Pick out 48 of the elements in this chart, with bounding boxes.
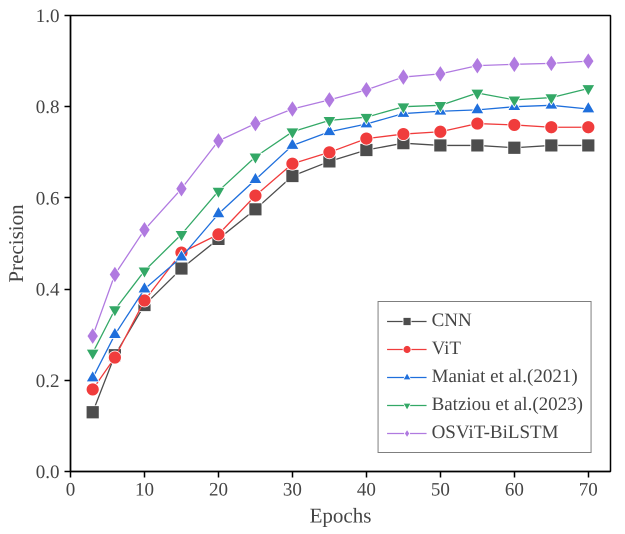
x-tick-label: 0 — [66, 480, 76, 500]
point — [581, 120, 596, 134]
point — [248, 188, 262, 203]
point — [212, 227, 226, 242]
point — [86, 382, 100, 396]
point — [286, 169, 300, 183]
legend-label: Batziou et al.(2023) — [432, 394, 583, 416]
point — [544, 120, 558, 134]
x-tick-label: 10 — [134, 480, 154, 500]
x-tick-label: 40 — [356, 480, 376, 500]
point — [544, 138, 558, 152]
point — [286, 156, 300, 171]
legend-label: Maniat et al.(2021) — [432, 366, 578, 388]
point — [470, 138, 484, 152]
point — [507, 140, 522, 155]
y-tick-label: 0.0 — [36, 462, 60, 483]
point — [470, 116, 484, 130]
point — [174, 262, 188, 276]
y-tick-label: 0.2 — [36, 370, 60, 392]
legend-label: ViT — [432, 338, 462, 360]
y-tick-label: 1.0 — [36, 6, 60, 27]
x-tick-label: 30 — [282, 480, 302, 500]
point — [212, 132, 225, 150]
x-axis-title: Epochs — [310, 504, 372, 528]
legend-label: CNN — [432, 310, 472, 332]
x-tick-label: 60 — [504, 480, 524, 500]
point — [86, 405, 100, 420]
point — [396, 127, 410, 141]
y-axis-title: Precision — [4, 204, 28, 283]
point — [175, 180, 188, 198]
point — [322, 145, 336, 160]
x-tick-label: 50 — [430, 480, 450, 500]
point — [138, 294, 152, 308]
y-tick-label: 0.6 — [36, 188, 60, 210]
x-tick-label: 70 — [578, 480, 598, 500]
point — [359, 143, 374, 157]
legend-label: OSViT-BiLSTM — [432, 422, 559, 444]
point — [138, 220, 151, 239]
point — [581, 138, 596, 152]
point — [433, 124, 448, 139]
point — [433, 138, 448, 152]
y-tick-label: 0.4 — [36, 280, 60, 301]
point — [248, 202, 262, 216]
point — [108, 350, 122, 364]
y-tick-label: 0.8 — [36, 97, 60, 118]
x-tick-label: 20 — [208, 480, 228, 500]
point — [359, 132, 374, 146]
point — [507, 118, 522, 132]
